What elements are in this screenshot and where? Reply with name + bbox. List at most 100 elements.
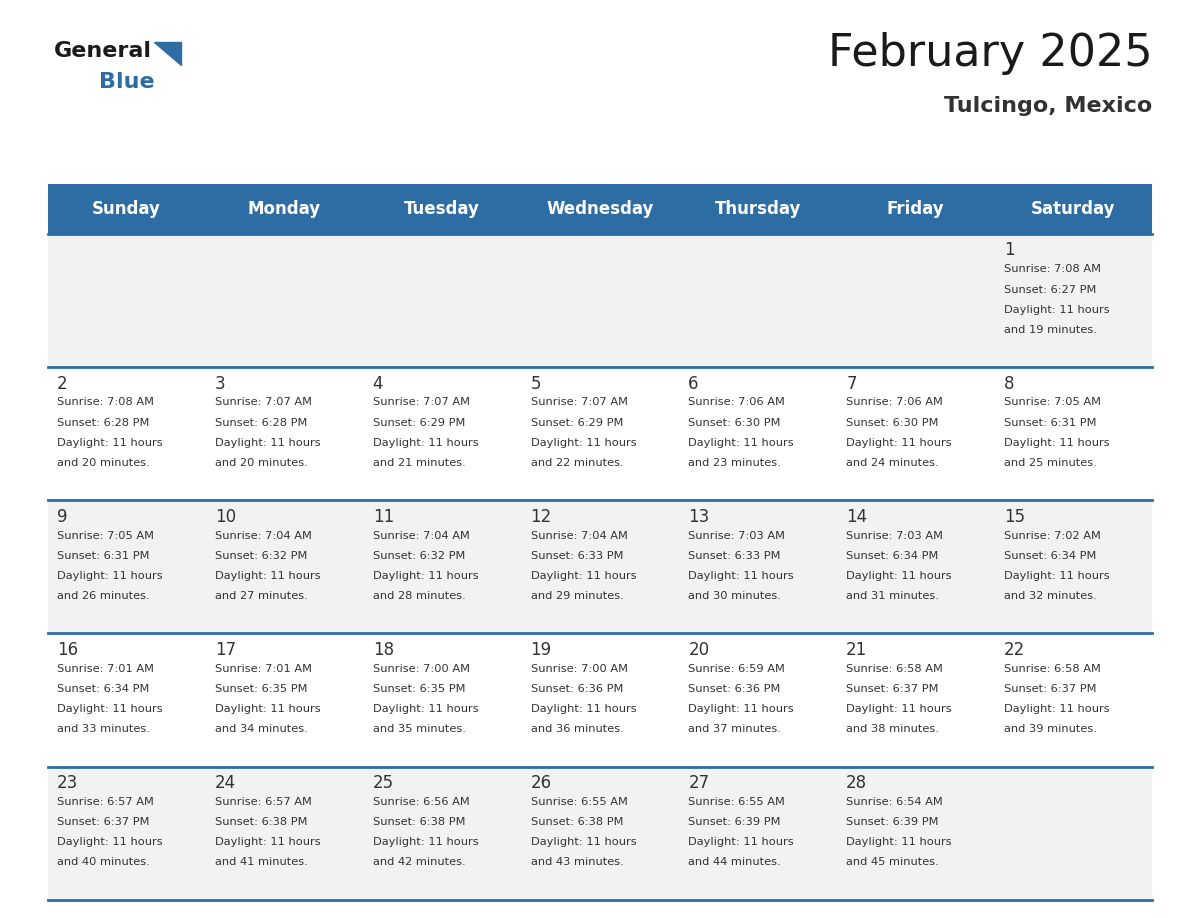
Text: Tulcingo, Mexico: Tulcingo, Mexico xyxy=(944,96,1152,117)
FancyBboxPatch shape xyxy=(206,234,364,367)
Text: Daylight: 11 hours: Daylight: 11 hours xyxy=(846,837,952,847)
FancyBboxPatch shape xyxy=(836,500,994,633)
Text: Sunset: 6:29 PM: Sunset: 6:29 PM xyxy=(531,418,623,428)
Text: 26: 26 xyxy=(531,774,551,792)
Text: Daylight: 11 hours: Daylight: 11 hours xyxy=(373,571,479,581)
FancyBboxPatch shape xyxy=(364,500,522,633)
Text: Sunrise: 7:04 AM: Sunrise: 7:04 AM xyxy=(215,531,311,541)
Text: 21: 21 xyxy=(846,641,867,659)
FancyBboxPatch shape xyxy=(994,234,1152,367)
Text: 3: 3 xyxy=(215,375,226,393)
Text: Sunrise: 6:56 AM: Sunrise: 6:56 AM xyxy=(373,797,469,807)
Text: 7: 7 xyxy=(846,375,857,393)
Text: Wednesday: Wednesday xyxy=(546,200,653,218)
FancyBboxPatch shape xyxy=(364,633,522,767)
Text: Sunrise: 6:57 AM: Sunrise: 6:57 AM xyxy=(215,797,311,807)
FancyBboxPatch shape xyxy=(678,500,836,633)
Text: and 26 minutes.: and 26 minutes. xyxy=(57,591,150,601)
Text: Sunrise: 7:08 AM: Sunrise: 7:08 AM xyxy=(1004,264,1101,274)
Text: 19: 19 xyxy=(531,641,551,659)
Text: Daylight: 11 hours: Daylight: 11 hours xyxy=(1004,704,1110,714)
Text: and 23 minutes.: and 23 minutes. xyxy=(688,458,782,468)
Text: Daylight: 11 hours: Daylight: 11 hours xyxy=(215,571,321,581)
FancyBboxPatch shape xyxy=(48,184,1152,234)
Text: Daylight: 11 hours: Daylight: 11 hours xyxy=(57,704,163,714)
FancyBboxPatch shape xyxy=(678,767,836,900)
FancyBboxPatch shape xyxy=(364,367,522,500)
Text: Sunset: 6:36 PM: Sunset: 6:36 PM xyxy=(531,684,623,694)
Text: 11: 11 xyxy=(373,508,394,526)
Text: Daylight: 11 hours: Daylight: 11 hours xyxy=(688,438,794,448)
Text: Sunset: 6:36 PM: Sunset: 6:36 PM xyxy=(688,684,781,694)
FancyBboxPatch shape xyxy=(364,234,522,367)
Text: Tuesday: Tuesday xyxy=(404,200,480,218)
Text: Sunset: 6:37 PM: Sunset: 6:37 PM xyxy=(57,817,150,827)
Text: Sunrise: 6:54 AM: Sunrise: 6:54 AM xyxy=(846,797,943,807)
Text: Sunrise: 6:58 AM: Sunrise: 6:58 AM xyxy=(1004,664,1101,674)
FancyBboxPatch shape xyxy=(678,633,836,767)
Text: Saturday: Saturday xyxy=(1031,200,1116,218)
Text: Sunrise: 7:01 AM: Sunrise: 7:01 AM xyxy=(215,664,312,674)
Text: 15: 15 xyxy=(1004,508,1025,526)
Text: Sunset: 6:38 PM: Sunset: 6:38 PM xyxy=(531,817,623,827)
Text: Sunrise: 7:05 AM: Sunrise: 7:05 AM xyxy=(1004,397,1101,408)
Text: Monday: Monday xyxy=(248,200,321,218)
Text: Daylight: 11 hours: Daylight: 11 hours xyxy=(846,571,952,581)
Text: 18: 18 xyxy=(373,641,393,659)
FancyBboxPatch shape xyxy=(48,367,206,500)
Text: 2: 2 xyxy=(57,375,68,393)
Text: and 31 minutes.: and 31 minutes. xyxy=(846,591,939,601)
Text: Daylight: 11 hours: Daylight: 11 hours xyxy=(373,837,479,847)
FancyBboxPatch shape xyxy=(994,367,1152,500)
Text: Daylight: 11 hours: Daylight: 11 hours xyxy=(215,837,321,847)
Text: 10: 10 xyxy=(215,508,236,526)
FancyBboxPatch shape xyxy=(836,633,994,767)
Text: and 35 minutes.: and 35 minutes. xyxy=(373,724,466,734)
Text: Daylight: 11 hours: Daylight: 11 hours xyxy=(215,704,321,714)
Text: Sunset: 6:33 PM: Sunset: 6:33 PM xyxy=(688,551,781,561)
Text: 20: 20 xyxy=(688,641,709,659)
Text: Sunset: 6:30 PM: Sunset: 6:30 PM xyxy=(846,418,939,428)
Text: 24: 24 xyxy=(215,774,236,792)
Text: Sunset: 6:38 PM: Sunset: 6:38 PM xyxy=(373,817,466,827)
FancyBboxPatch shape xyxy=(206,367,364,500)
FancyBboxPatch shape xyxy=(994,500,1152,633)
Text: 13: 13 xyxy=(688,508,709,526)
Text: Sunrise: 7:07 AM: Sunrise: 7:07 AM xyxy=(531,397,627,408)
Text: Daylight: 11 hours: Daylight: 11 hours xyxy=(531,438,636,448)
Text: Sunrise: 6:55 AM: Sunrise: 6:55 AM xyxy=(531,797,627,807)
Text: Sunrise: 7:05 AM: Sunrise: 7:05 AM xyxy=(57,531,154,541)
Text: 6: 6 xyxy=(688,375,699,393)
Text: 5: 5 xyxy=(531,375,541,393)
Text: Sunrise: 7:01 AM: Sunrise: 7:01 AM xyxy=(57,664,154,674)
Text: Sunrise: 7:07 AM: Sunrise: 7:07 AM xyxy=(373,397,469,408)
Text: Sunset: 6:33 PM: Sunset: 6:33 PM xyxy=(531,551,623,561)
Text: 27: 27 xyxy=(688,774,709,792)
Text: and 20 minutes.: and 20 minutes. xyxy=(215,458,308,468)
Text: 4: 4 xyxy=(373,375,384,393)
Text: and 45 minutes.: and 45 minutes. xyxy=(846,857,939,868)
Text: Sunset: 6:31 PM: Sunset: 6:31 PM xyxy=(57,551,150,561)
Text: Sunset: 6:35 PM: Sunset: 6:35 PM xyxy=(373,684,466,694)
Text: Sunrise: 7:06 AM: Sunrise: 7:06 AM xyxy=(688,397,785,408)
Text: 12: 12 xyxy=(531,508,551,526)
Text: and 21 minutes.: and 21 minutes. xyxy=(373,458,466,468)
Text: Sunrise: 6:58 AM: Sunrise: 6:58 AM xyxy=(846,664,943,674)
Text: General: General xyxy=(53,41,151,62)
FancyBboxPatch shape xyxy=(522,767,678,900)
Text: and 40 minutes.: and 40 minutes. xyxy=(57,857,150,868)
Polygon shape xyxy=(154,42,181,65)
Text: Sunrise: 7:02 AM: Sunrise: 7:02 AM xyxy=(1004,531,1101,541)
Text: Sunset: 6:37 PM: Sunset: 6:37 PM xyxy=(846,684,939,694)
Text: Sunrise: 7:06 AM: Sunrise: 7:06 AM xyxy=(846,397,943,408)
Text: Sunset: 6:28 PM: Sunset: 6:28 PM xyxy=(57,418,150,428)
Text: Sunrise: 7:08 AM: Sunrise: 7:08 AM xyxy=(57,397,154,408)
Text: Sunrise: 7:00 AM: Sunrise: 7:00 AM xyxy=(531,664,627,674)
Text: Daylight: 11 hours: Daylight: 11 hours xyxy=(531,837,636,847)
Text: and 28 minutes.: and 28 minutes. xyxy=(373,591,466,601)
Text: Daylight: 11 hours: Daylight: 11 hours xyxy=(1004,438,1110,448)
Text: and 44 minutes.: and 44 minutes. xyxy=(688,857,781,868)
Text: and 24 minutes.: and 24 minutes. xyxy=(846,458,939,468)
Text: Sunset: 6:35 PM: Sunset: 6:35 PM xyxy=(215,684,308,694)
Text: Sunrise: 6:59 AM: Sunrise: 6:59 AM xyxy=(688,664,785,674)
